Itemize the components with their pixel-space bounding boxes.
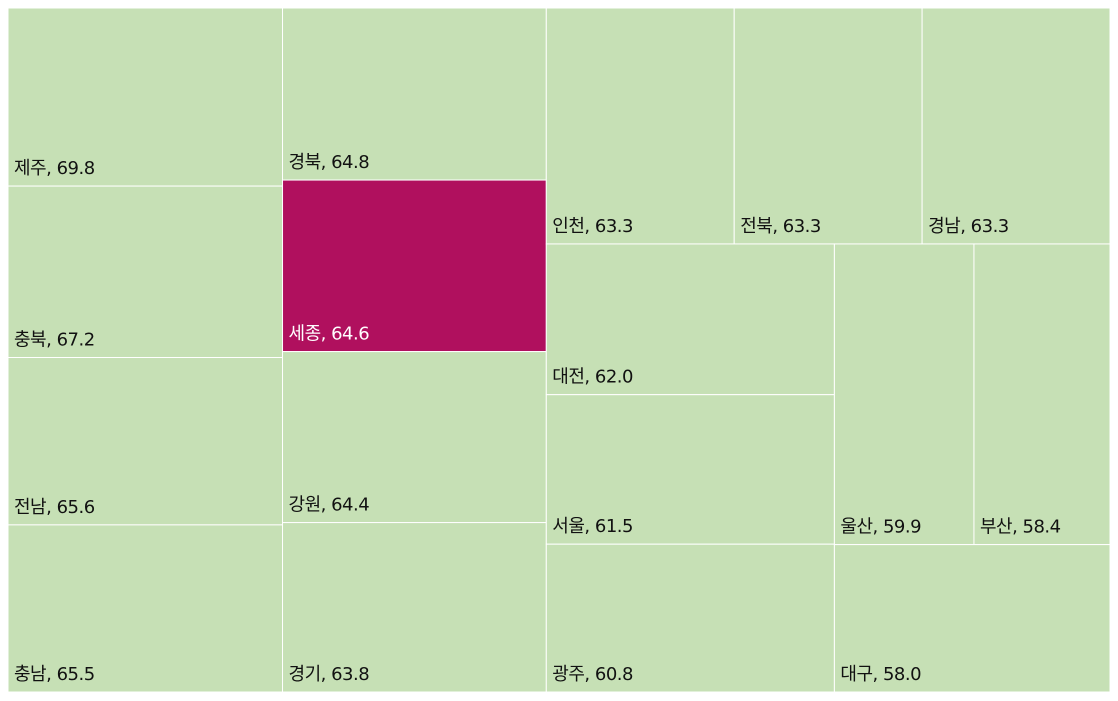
value-label: 64.8 (331, 152, 369, 173)
tile (7, 185, 284, 359)
region-name: 경북 (289, 152, 321, 173)
tile (7, 7, 284, 187)
separator: , (46, 664, 56, 685)
tile (7, 524, 284, 693)
separator: , (772, 216, 782, 237)
tile-label: 광주, 60.8 (552, 664, 633, 685)
separator: , (321, 664, 331, 685)
tile (7, 357, 284, 526)
tile-label: 전북, 63.3 (740, 216, 821, 237)
tile-label: 경남, 63.3 (928, 216, 1009, 237)
tile (733, 7, 923, 245)
region-name: 대구 (840, 664, 872, 685)
tile-label: 충북, 67.2 (14, 330, 95, 351)
separator: , (873, 664, 883, 685)
region-name: 대전 (552, 367, 584, 388)
tile (282, 522, 547, 693)
value-label: 64.6 (331, 324, 369, 345)
region-name: 경남 (928, 216, 960, 237)
tile (833, 243, 975, 546)
value-label: 65.5 (57, 664, 95, 685)
separator: , (584, 216, 594, 237)
tile (545, 7, 735, 245)
region-name: 광주 (552, 664, 584, 685)
tile-label: 세종, 64.6 (289, 324, 370, 345)
tile-label: 서울, 61.5 (552, 516, 633, 537)
value-label: 63.3 (595, 216, 633, 237)
value-label: 65.6 (57, 497, 95, 518)
region-name: 전남 (14, 497, 46, 518)
tile (282, 7, 547, 181)
separator: , (584, 664, 594, 685)
value-label: 59.9 (883, 517, 921, 538)
separator: , (584, 516, 594, 537)
separator: , (873, 517, 883, 538)
region-name: 울산 (840, 517, 872, 538)
tile-label: 강원, 64.4 (289, 495, 370, 516)
value-label: 67.2 (57, 330, 95, 351)
value-label: 58.0 (883, 664, 921, 685)
separator: , (46, 158, 56, 179)
region-name: 제주 (14, 158, 46, 179)
value-label: 61.5 (595, 516, 633, 537)
region-name: 충남 (14, 664, 46, 685)
tile (282, 179, 547, 353)
tile (545, 394, 835, 545)
tile-label: 인천, 63.3 (552, 216, 633, 237)
value-label: 60.8 (595, 664, 633, 685)
tile-label: 전남, 65.6 (14, 497, 95, 518)
value-label: 64.4 (331, 495, 369, 516)
tile (282, 351, 547, 524)
region-name: 경기 (289, 664, 321, 685)
tile-label: 제주, 69.8 (14, 158, 95, 179)
value-label: 58.4 (1023, 517, 1061, 538)
tile-label: 대전, 62.0 (552, 367, 633, 388)
tile-label: 대구, 58.0 (840, 664, 921, 685)
separator: , (321, 495, 331, 516)
value-label: 62.0 (595, 367, 633, 388)
value-label: 69.8 (57, 158, 95, 179)
separator: , (960, 216, 970, 237)
region-name: 세종 (289, 324, 321, 345)
separator: , (46, 497, 56, 518)
value-label: 63.3 (783, 216, 821, 237)
tile (973, 243, 1111, 546)
tile (833, 544, 1111, 693)
value-label: 63.3 (971, 216, 1009, 237)
region-name: 충북 (14, 330, 46, 351)
separator: , (321, 152, 331, 173)
tile-label: 경북, 64.8 (289, 152, 370, 173)
region-name: 강원 (289, 495, 321, 516)
tile-label: 부산, 58.4 (980, 517, 1061, 538)
value-label: 63.8 (331, 664, 369, 685)
region-name: 전북 (740, 216, 772, 237)
region-name: 인천 (552, 216, 584, 237)
tile-label: 울산, 59.9 (840, 517, 921, 538)
tile-label: 충남, 65.5 (14, 664, 95, 685)
separator: , (46, 330, 56, 351)
separator: , (584, 367, 594, 388)
separator: , (1012, 517, 1022, 538)
region-name: 부산 (980, 517, 1012, 538)
tile (921, 7, 1111, 245)
tile-label: 경기, 63.8 (289, 664, 370, 685)
separator: , (321, 324, 331, 345)
region-name: 서울 (552, 516, 584, 537)
